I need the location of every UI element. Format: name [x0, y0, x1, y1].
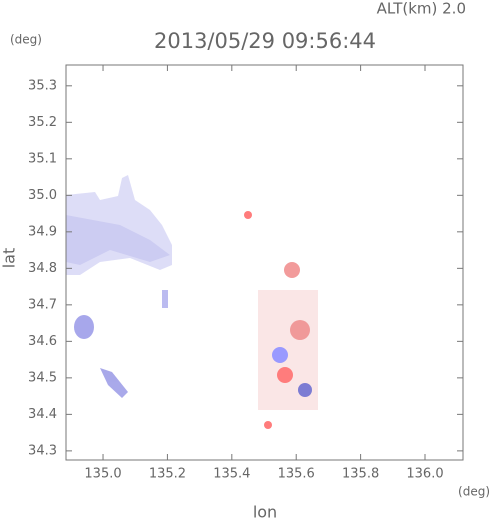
x-tick-label: 135.2 — [149, 467, 186, 482]
x-tick-label: 136.0 — [406, 467, 443, 482]
y-tick-label: 35.3 — [28, 78, 57, 93]
x-tick-label: 135.8 — [342, 467, 379, 482]
echo-blob — [66, 215, 170, 265]
y-tick-label: 35.2 — [28, 115, 57, 130]
x-axis-label: lon — [253, 503, 277, 522]
echo-blob — [284, 262, 300, 278]
echo-blob — [290, 320, 310, 340]
echo-blob — [298, 383, 312, 397]
y-tick-label: 34.8 — [28, 261, 57, 276]
y-tick-label: 34.7 — [28, 297, 57, 312]
y-axis-label: lat — [0, 248, 19, 269]
y-unit: (deg) — [10, 33, 42, 47]
y-tick-label: 34.3 — [28, 443, 57, 458]
y-tick-label: 34.6 — [28, 334, 57, 349]
echo-blob — [100, 368, 128, 398]
echo-blob — [244, 211, 252, 219]
echo-blob — [272, 347, 288, 363]
x-tick-label: 135.0 — [84, 467, 121, 482]
y-tick-label: 35.1 — [28, 151, 57, 166]
echo-field — [66, 175, 318, 429]
echo-blob — [162, 290, 168, 308]
y-tick-label: 34.5 — [28, 370, 57, 385]
echo-blob — [264, 421, 272, 429]
altitude-label: ALT(km) 2.0 — [377, 0, 466, 18]
y-tick-label: 35.0 — [28, 188, 57, 203]
echo-blob — [74, 315, 94, 339]
y-tick-label: 34.4 — [28, 407, 57, 422]
x-unit: (deg) — [458, 485, 490, 499]
x-tick-label: 135.4 — [213, 467, 250, 482]
y-tick-label: 34.9 — [28, 224, 57, 239]
x-tick-label: 135.6 — [278, 467, 315, 482]
chart-title: 2013/05/29 09:56:44 — [154, 29, 376, 53]
echo-blob — [277, 367, 293, 383]
plot-frame — [65, 64, 464, 461]
